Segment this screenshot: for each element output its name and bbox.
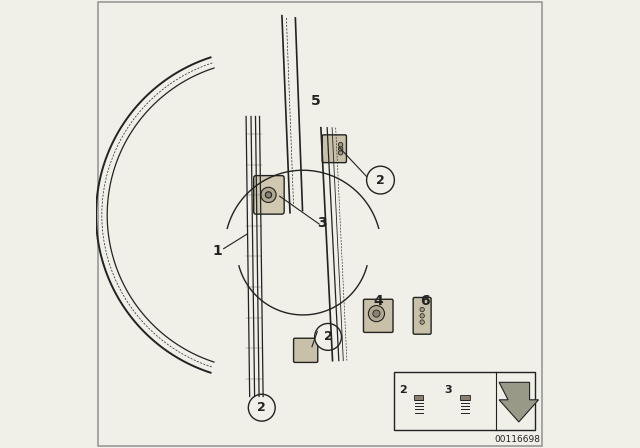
Circle shape [420,307,424,312]
Circle shape [339,151,343,155]
FancyBboxPatch shape [364,299,393,332]
Text: 3: 3 [317,215,327,230]
Circle shape [373,310,380,317]
Text: 3: 3 [444,385,452,396]
Text: 5: 5 [310,94,321,108]
Text: 6: 6 [420,294,430,308]
Text: 1: 1 [212,244,222,258]
Text: 4: 4 [373,294,383,308]
Text: 2: 2 [257,401,266,414]
Polygon shape [499,382,538,422]
Circle shape [339,146,343,151]
Text: 00116698: 00116698 [495,435,541,444]
Circle shape [369,306,385,322]
Bar [460,395,470,400]
Text: 2: 2 [324,330,332,344]
Circle shape [420,314,424,318]
Bar [413,395,424,400]
Text: 2: 2 [376,173,385,187]
Circle shape [266,192,271,198]
Bar [394,372,535,430]
Circle shape [420,320,424,324]
Circle shape [339,142,343,147]
FancyBboxPatch shape [294,338,317,362]
FancyBboxPatch shape [413,297,431,334]
Circle shape [367,166,394,194]
Circle shape [315,323,342,350]
FancyBboxPatch shape [323,135,346,163]
Circle shape [261,187,276,202]
FancyBboxPatch shape [253,176,284,214]
Text: 2: 2 [399,385,407,396]
